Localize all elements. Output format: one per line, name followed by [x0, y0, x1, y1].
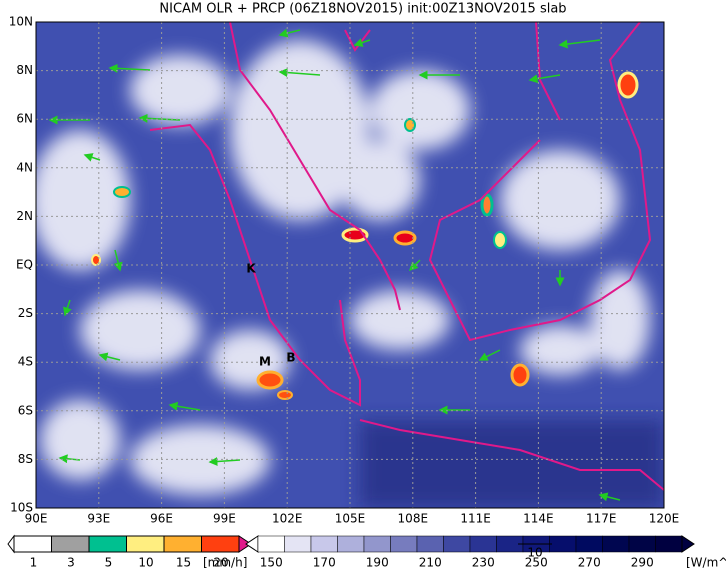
place-label: M — [259, 355, 271, 369]
colorbar-label: 10 — [138, 556, 153, 570]
colorbar-swatch — [443, 535, 471, 553]
colorbar-swatch — [390, 535, 418, 553]
colorbar-label: 170 — [313, 556, 336, 570]
lat-label: 10N — [9, 15, 33, 29]
colorbar-label: 5 — [105, 556, 113, 570]
colorbar-label: 270 — [578, 556, 601, 570]
colorbar-swatch — [13, 535, 52, 553]
colorbar-swatch — [51, 535, 90, 553]
lon-label: 102E — [272, 512, 303, 526]
lat-label: 2S — [18, 306, 33, 320]
map-frame — [35, 21, 665, 509]
lon-label: 96E — [150, 512, 173, 526]
lon-label: 111E — [460, 512, 491, 526]
colorbar-swatch — [363, 535, 391, 553]
lon-label: 114E — [523, 512, 554, 526]
lat-label: 2N — [16, 209, 33, 223]
colorbar-swatch — [284, 535, 312, 553]
colorbar-swatch — [416, 535, 444, 553]
colorbar-arrow — [681, 535, 695, 553]
colorbar-swatch — [602, 535, 630, 553]
colorbar-swatch — [163, 535, 202, 553]
lon-label: 93E — [87, 512, 110, 526]
lat-label: 8S — [18, 452, 33, 466]
colorbar-label: 150 — [260, 556, 283, 570]
wind-vectors — [48, 28, 621, 502]
colorbar-unit: [W/m^2] — [686, 556, 726, 570]
lat-label: 6N — [16, 112, 33, 126]
lon-label: 120E — [649, 512, 680, 526]
lat-label: 4N — [16, 160, 33, 174]
colorbar-arrow — [238, 535, 252, 553]
colorbar-arrow — [7, 534, 15, 554]
colorbar-swatch — [310, 535, 338, 553]
vector-reference-label: 10 — [527, 546, 542, 560]
colorbar-label: 1 — [30, 556, 38, 570]
colorbar-label: 210 — [419, 556, 442, 570]
lat-label: 6S — [18, 403, 33, 417]
colorbar-arrow — [245, 535, 259, 553]
colorbar-label: 3 — [67, 556, 75, 570]
colorbar-swatch — [201, 535, 240, 553]
coastlines — [149, 22, 664, 491]
colorbar-label: 290 — [631, 556, 654, 570]
title: NICAM OLR + PRCP (06Z18NOV2015) init:00Z… — [159, 2, 566, 17]
colorbar-label: 15 — [176, 556, 191, 570]
graticule — [36, 22, 664, 508]
colorbar-swatch — [628, 535, 656, 553]
lat-label: 8N — [16, 63, 33, 77]
place-label: B — [286, 351, 295, 365]
colorbar-unit: [mm/h] — [203, 556, 247, 570]
place-label: K — [246, 262, 256, 276]
colorbar-swatch — [549, 535, 577, 553]
colorbar-label: 20 — [213, 556, 228, 570]
colorbar-swatch — [575, 535, 603, 553]
lat-label: 10S — [10, 501, 33, 515]
lon-label: 108E — [398, 512, 429, 526]
colorbar-swatch — [126, 535, 165, 553]
colorbar-label: 190 — [366, 556, 389, 570]
colorbar-label: 250 — [525, 556, 548, 570]
lon-label: 105E — [335, 512, 366, 526]
colorbar-swatch — [655, 535, 683, 553]
lat-label: 4S — [18, 355, 33, 369]
colorbar-swatch — [337, 535, 365, 553]
precip-cells — [91, 71, 639, 400]
lon-label: 99E — [213, 512, 236, 526]
lon-label: 90E — [25, 512, 48, 526]
colorbar-label: 230 — [472, 556, 495, 570]
map-field — [36, 22, 664, 508]
colorbar-swatch — [88, 535, 127, 553]
lon-label: 117E — [586, 512, 617, 526]
colorbar-swatch — [469, 535, 497, 553]
lat-label: EQ — [16, 258, 33, 272]
colorbar-swatch — [257, 535, 285, 553]
